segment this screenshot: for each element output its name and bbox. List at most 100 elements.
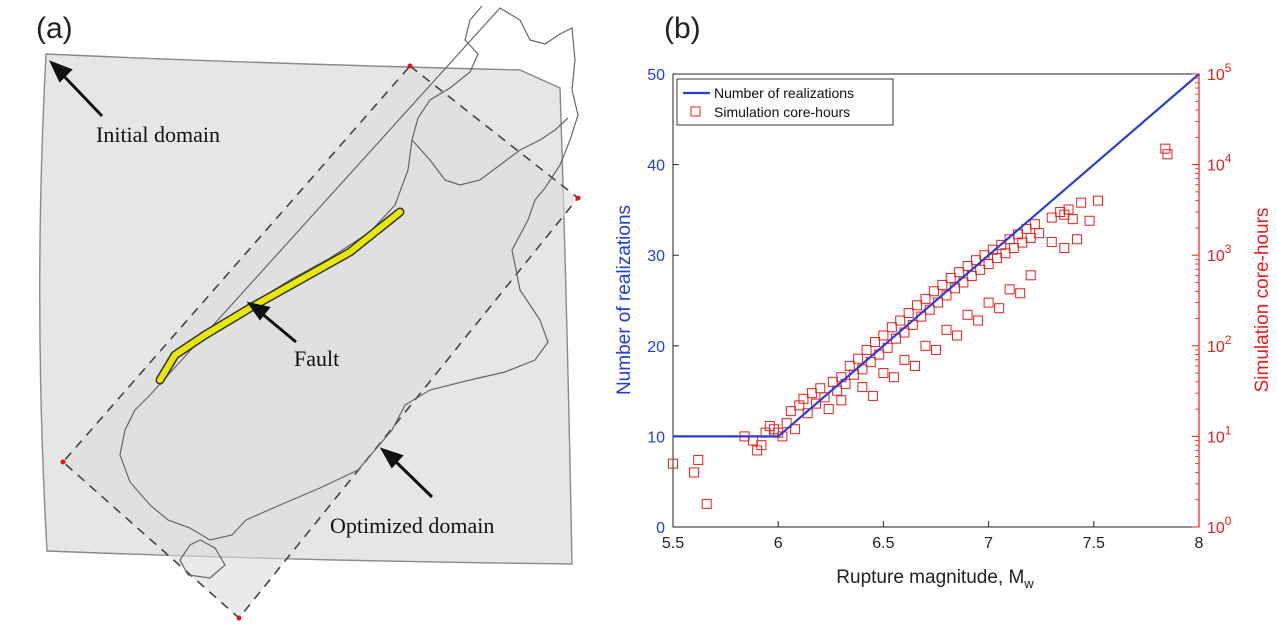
scatter-marker <box>689 467 700 478</box>
scatter-marker <box>1071 234 1082 245</box>
scatter-marker <box>962 260 973 271</box>
corner-marker <box>407 63 413 69</box>
x-tick-label: 5.5 <box>662 535 684 552</box>
scatter-marker <box>992 253 1003 264</box>
scatter-marker <box>1015 288 1026 299</box>
scatter-marker <box>1046 236 1057 247</box>
scatter-marker <box>909 360 920 371</box>
scatter-marker <box>853 353 864 364</box>
scatter-marker <box>983 297 994 308</box>
scatter-marker <box>1008 243 1019 254</box>
scatter-marker <box>941 324 952 335</box>
x-axis: 5.5 6 6.5 7 7.5 8 <box>662 521 1204 552</box>
scatter-marker <box>785 406 796 417</box>
y-tick-label: 10 <box>647 429 665 446</box>
scatter-marker <box>1004 284 1015 295</box>
scatter-marker <box>975 264 986 275</box>
y-axis-label-left: Number of realizations <box>614 205 635 395</box>
scatter-marker <box>798 393 809 404</box>
scatter-marker <box>869 337 880 348</box>
panel-a-label: (a) <box>36 12 73 45</box>
arrow-initial-domain <box>49 60 104 118</box>
scatter-marker <box>954 267 965 278</box>
y-axis-left: 0 10 20 30 40 50 <box>647 67 679 537</box>
scatter-marker <box>1017 237 1028 248</box>
scatter-marker <box>1160 143 1171 154</box>
legend: Number of realizations Simulation core-h… <box>676 78 894 126</box>
scatter-marker <box>857 382 868 393</box>
scatter-marker <box>836 395 847 406</box>
panel-b-label: (b) <box>664 12 701 45</box>
corner-marker <box>575 195 581 201</box>
core-hours-series <box>668 143 1173 509</box>
scatter-marker <box>1034 228 1045 239</box>
scatter-marker <box>952 330 963 341</box>
x-tick-label: 7.5 <box>1083 535 1105 552</box>
scatter-marker <box>1093 195 1104 206</box>
scatter-marker <box>1076 197 1087 208</box>
x-tick-label: 8 <box>1195 535 1204 552</box>
scatter-marker <box>802 408 813 419</box>
scatter-marker <box>1000 248 1011 259</box>
scatter-marker <box>815 383 826 394</box>
scatter-marker <box>1029 219 1040 230</box>
arrow-optimized-domain <box>379 447 434 499</box>
y-right-tick-label: 100 <box>1207 514 1232 537</box>
scatter-marker <box>895 315 906 326</box>
scatter-marker <box>888 372 899 383</box>
legend-entry-realizations: Number of realizations <box>714 85 854 101</box>
scatter-marker <box>1059 209 1070 220</box>
x-tick-label: 6.5 <box>872 535 894 552</box>
scatter-marker <box>1067 214 1078 225</box>
coastline <box>119 5 579 579</box>
scatter-marker <box>1084 215 1095 226</box>
scatter-marker <box>1025 232 1036 243</box>
scatter-marker <box>886 322 897 333</box>
y-tick-label: 30 <box>647 248 665 265</box>
scatter-marker <box>994 303 1005 314</box>
scatter-marker <box>867 390 878 401</box>
scatter-marker <box>903 308 914 319</box>
scatter-marker <box>811 398 822 409</box>
scatter-marker <box>806 388 817 399</box>
scatter-marker <box>966 270 977 281</box>
scatter-marker <box>928 286 939 297</box>
y-tick-label: 50 <box>647 67 665 84</box>
scatter-marker <box>920 293 931 304</box>
x-axis-label: Rupture magnitude, Mw <box>836 567 1034 591</box>
scatter-marker <box>827 376 838 387</box>
optimized-domain-label: Optimized domain <box>330 513 494 538</box>
scatter-marker <box>962 309 973 320</box>
fault-trace-fill <box>157 209 403 383</box>
scatter-marker <box>878 368 889 379</box>
y-tick-label: 0 <box>656 520 665 537</box>
y-axis-right: 100 101 102 103 104 105 <box>1192 61 1232 537</box>
scatter-marker <box>983 258 994 269</box>
y-right-tick-label: 105 <box>1207 61 1232 84</box>
y-right-tick-label: 102 <box>1207 333 1232 356</box>
scatter-marker <box>819 392 830 403</box>
y-right-tick-label: 103 <box>1207 242 1232 265</box>
scatter-marker <box>973 315 984 326</box>
arrow-fault <box>246 301 297 344</box>
scatter-marker <box>937 279 948 290</box>
scatter-marker <box>1059 243 1070 254</box>
scatter-marker <box>1046 212 1057 223</box>
y-tick-label: 40 <box>647 158 665 175</box>
legend-marker-swatch <box>690 106 701 117</box>
corner-marker <box>60 459 66 465</box>
scatter-marker <box>1162 149 1173 160</box>
panel-a: (a) Initial domain Fault Optimized doma <box>36 5 581 621</box>
legend-box <box>676 78 894 126</box>
y-axis-label-right: Simulation core-hours <box>1252 208 1273 393</box>
scatter-marker <box>756 440 767 451</box>
scatter-marker <box>693 454 704 465</box>
scatter-marker <box>878 330 889 341</box>
realizations-line <box>673 73 1200 438</box>
x-tick-label: 7 <box>984 535 993 552</box>
y-right-tick-label: 104 <box>1207 152 1232 175</box>
scatter-marker <box>844 360 855 371</box>
scatter-marker <box>1025 270 1036 281</box>
